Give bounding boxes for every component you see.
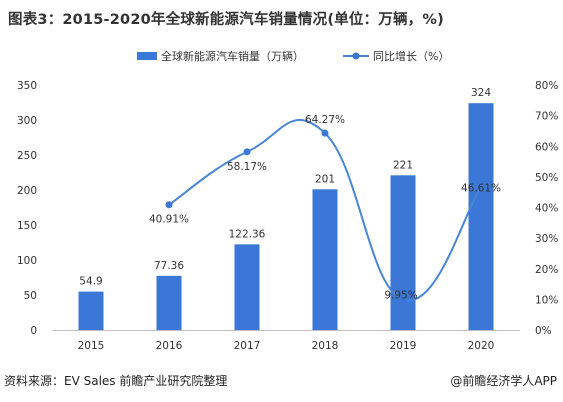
x-tick-label: 2015 [78,340,105,352]
legend-line-label: 同比增长（%） [373,49,449,63]
x-tick-label: 2020 [468,340,495,352]
source-note: 资料来源：EV Sales 前瞻产业研究院整理 [4,374,228,388]
legend-bar-swatch [137,52,157,60]
legend-line-marker [352,52,360,60]
growth-point-2019 [399,296,407,304]
y-left-tick-label: 200 [17,185,37,197]
growth-point-2018 [321,129,329,137]
bar-value-label: 54.9 [79,276,102,288]
growth-line [168,119,482,302]
y-right-tick-label: 40% [535,203,558,215]
chart-plot: 全球新能源汽车销量（万辆） 同比增长（%） 0 50 100 150 200 250 300… [17,49,558,352]
x-tick-label: 2016 [156,340,183,352]
line-series-points [165,129,485,304]
bar-2015 [78,291,104,330]
y-left-tick-label: 50 [24,290,37,302]
y-left-tick-label: 350 [17,80,37,92]
x-axis: 2015 2016 2017 2018 2019 2020 [78,340,495,352]
growth-value-label: 64.27% [305,114,345,126]
bar-2017 [234,244,260,330]
y-right-tick-label: 50% [535,172,558,184]
bar-2020 [468,103,494,330]
y-right-tick-label: 0% [535,325,552,337]
bar-2019 [390,175,416,330]
bar-value-label: 77.36 [154,260,184,272]
y-right-tick-label: 30% [535,233,558,245]
bar-2016 [156,275,182,330]
y-axis-left: 0 50 100 150 200 250 300 350 [17,80,37,337]
bar-value-label: 201 [315,173,335,185]
legend-bar-label: 全球新能源汽车销量（万辆） [161,49,304,63]
bar-2018 [312,189,338,330]
bar-value-label: 221 [393,159,413,171]
bar-series [78,103,494,330]
growth-point-2017 [243,148,251,156]
x-tick-label: 2019 [390,340,417,352]
y-right-tick-label: 80% [535,80,558,92]
y-right-tick-label: 20% [535,264,558,276]
growth-point-2020 [477,183,485,191]
y-left-tick-label: 100 [17,255,37,267]
y-left-tick-label: 0 [30,325,37,337]
bar-value-label: 122.36 [229,228,266,240]
y-left-tick-label: 150 [17,220,37,232]
y-axis-right: 0% 10% 20% 30% 40% 50% 60% 70% 80% [535,80,558,337]
brand-credit: @前瞻经济学人APP [450,374,557,388]
y-left-tick-label: 250 [17,150,37,162]
growth-value-label: 46.61% [461,182,501,194]
y-right-tick-label: 60% [535,141,558,153]
growth-point-2016 [165,201,173,209]
y-right-tick-label: 10% [535,294,558,306]
growth-value-label: 58.17% [227,161,267,173]
chart-title: 图表3：2015-2020年全球新能源汽车销量情况(单位：万辆，%) [8,12,444,28]
data-labels: 54.9 77.36 122.36 201 221 324 40.91% 58.17% 64.2… [79,87,501,301]
chart-legend: 全球新能源汽车销量（万辆） 同比增长（%） [137,49,449,63]
y-right-tick-label: 70% [535,111,558,123]
y-left-tick-label: 300 [17,115,37,127]
x-tick-label: 2018 [312,340,339,352]
growth-value-label: 9.95% [384,290,417,302]
bar-value-label: 324 [471,87,491,99]
growth-value-label: 40.91% [149,214,189,226]
x-tick-label: 2017 [234,340,261,352]
